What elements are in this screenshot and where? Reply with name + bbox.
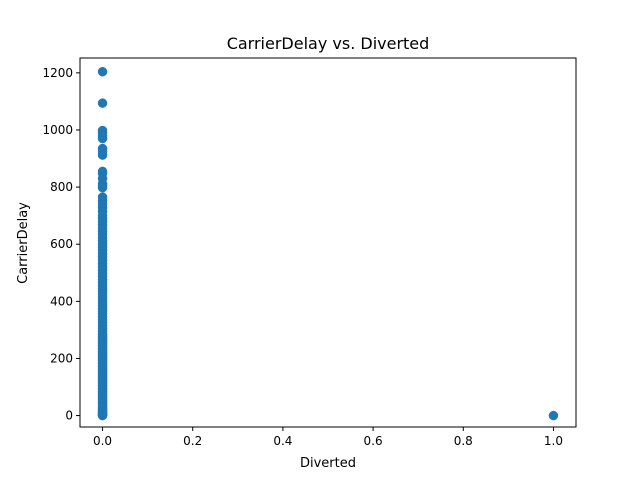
y-tick-label: 1000: [42, 123, 73, 137]
x-tick-label: 0.4: [273, 434, 292, 448]
data-point: [548, 410, 559, 421]
y-tick-label: 600: [50, 237, 73, 251]
chart-title: CarrierDelay vs. Diverted: [227, 34, 430, 53]
y-tick-label: 200: [50, 351, 73, 365]
data-points: [97, 66, 559, 421]
y-axis-label: CarrierDelay: [16, 202, 31, 284]
plot-frame: [79, 57, 577, 428]
x-axis: 0.0 0.2 0.4 0.6 0.8 1.0: [93, 427, 563, 448]
y-tick-label: 400: [50, 294, 73, 308]
data-point: [97, 330, 108, 340]
x-tick-label: 0.6: [364, 434, 383, 448]
x-tick-label: 0.2: [183, 434, 202, 448]
data-point: [97, 150, 108, 160]
data-point: [97, 133, 108, 144]
y-tick-label: 0: [65, 409, 73, 423]
data-point: [97, 182, 108, 193]
y-tick-label: 800: [50, 180, 73, 194]
data-point: [97, 98, 108, 108]
data-point: [97, 66, 108, 77]
x-tick-label: 0.8: [454, 434, 473, 448]
x-axis-label: Diverted: [300, 456, 356, 471]
x-tick-label: 1.0: [544, 434, 563, 448]
y-tick-label: 1200: [42, 66, 73, 80]
x-tick-label: 0.0: [93, 434, 112, 448]
y-axis: 0 200 400 600 800 1000 1200: [42, 66, 80, 423]
